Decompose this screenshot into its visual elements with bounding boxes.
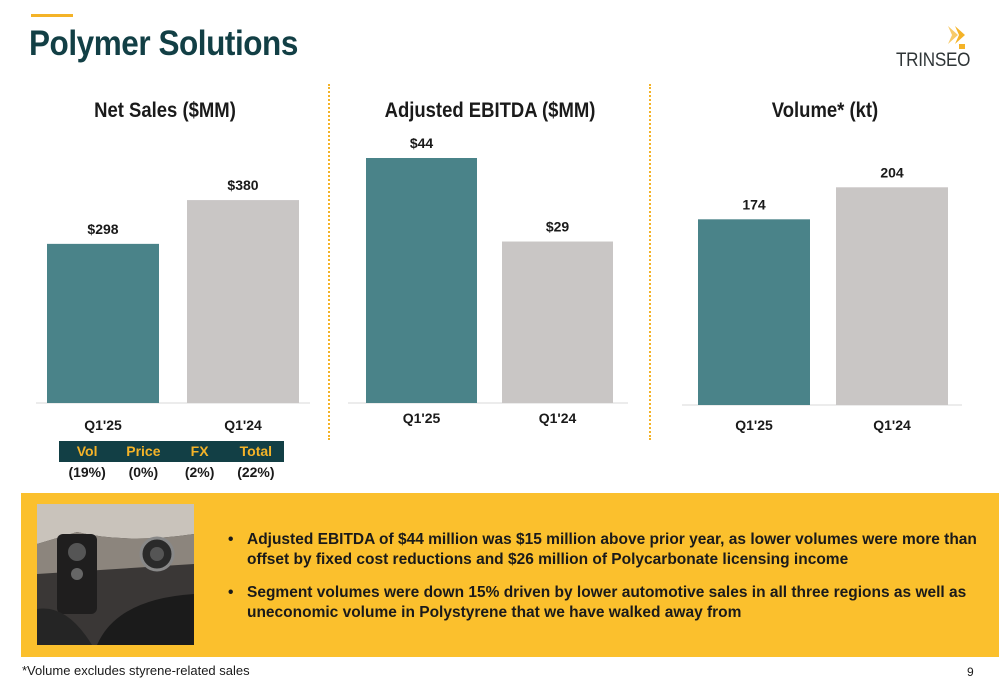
car-interior-image (37, 504, 194, 645)
volume-value-label-1: 204 (880, 164, 904, 180)
bridge-header-vol: Vol (76, 443, 98, 459)
ebitda-bar-1 (502, 241, 613, 403)
bridge-header-fx: FX (190, 443, 209, 459)
bridge-header-total: Total (239, 443, 273, 459)
bullet-volumes: Segment volumes were down 15% driven by … (226, 583, 986, 623)
chart-divider-1 (328, 84, 330, 440)
bridge-value-total: (22%) (237, 464, 275, 480)
volume-category-label-1: Q1'24 (873, 417, 911, 433)
volume-bar-0 (698, 219, 810, 405)
key-points-list: Adjusted EBITDA of $44 million was $15 m… (226, 530, 986, 636)
ebitda-bar-0 (366, 158, 477, 403)
net-sales-chart-title: Net Sales ($MM) (94, 99, 236, 122)
ebitda-category-label-0: Q1'25 (403, 410, 441, 426)
bridge-value-fx: (2%) (184, 464, 215, 480)
net-sales-bar-0 (47, 243, 159, 403)
volume-category-label-0: Q1'25 (735, 417, 773, 433)
volume-chart-title: Volume* (kt) (771, 99, 879, 122)
net-sales-value-label-1: $380 (227, 177, 258, 193)
net-sales-value-label-0: $298 (87, 221, 118, 237)
volume-bar-1 (836, 187, 948, 405)
net-sales-bridge-header: Vol Price FX Total (59, 441, 284, 462)
ebitda-value-label-1: $29 (546, 219, 570, 235)
title-accent-line (31, 14, 73, 17)
ebitda-chart-title: Adjusted EBITDA ($MM) (384, 99, 596, 122)
chart-divider-2 (649, 84, 651, 440)
logo-wordmark: TRINSEO (896, 50, 971, 71)
net-sales-category-label-1: Q1'24 (224, 417, 262, 433)
ebitda-category-label-1: Q1'24 (539, 410, 577, 426)
volume-value-label-0: 174 (742, 196, 766, 212)
net-sales-bar-1 (187, 200, 299, 403)
footnote: *Volume excludes styrene-related sales (22, 663, 250, 678)
net-sales-category-label-0: Q1'25 (84, 417, 122, 433)
bridge-header-price: Price (126, 443, 161, 459)
trinseo-logo-icon (948, 26, 965, 49)
ebitda-value-label-0: $44 (410, 135, 434, 151)
page-number: 9 (967, 665, 974, 679)
bullet-ebitda: Adjusted EBITDA of $44 million was $15 m… (226, 530, 986, 570)
bridge-value-vol: (19%) (68, 464, 106, 480)
net-sales-bridge-values: (19%) (0%) (2%) (22%) (59, 464, 284, 480)
bridge-value-price: (0%) (128, 464, 159, 480)
page-title: Polymer Solutions (29, 24, 298, 63)
